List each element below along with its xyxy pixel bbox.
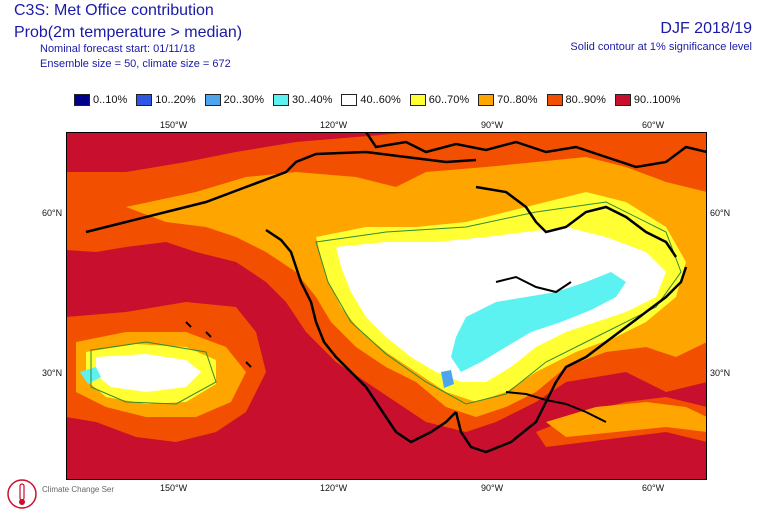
shade-70-80-atlantic — [546, 402, 707, 437]
y-tick-left: 60°N — [42, 208, 63, 218]
x-tick-top: 90°W — [481, 120, 504, 130]
legend-label: 70..80% — [497, 94, 538, 106]
legend-item: 10..20% — [136, 94, 196, 106]
coastline-hudson-bay — [475, 185, 678, 258]
x-tick-top: 150°W — [160, 120, 188, 130]
legend-item: 90..100% — [614, 94, 681, 106]
coastline-caribbean — [505, 391, 607, 423]
coastline-atlantic — [454, 266, 688, 454]
map-subtitle: Prob(2m temperature > median) — [14, 24, 243, 41]
legend-swatch — [74, 94, 90, 106]
significance-contour — [315, 201, 682, 405]
forecast-start-text: Nominal forecast start: 01/11/18 — [40, 43, 196, 55]
legend-label: 80..90% — [565, 94, 606, 106]
legend-swatch — [341, 94, 358, 106]
x-tick-bottom: 120°W — [320, 483, 348, 493]
legend-swatch — [204, 94, 221, 106]
shade-40-60-pacific — [96, 354, 201, 392]
legend-label: 30..40% — [292, 94, 333, 106]
legend-swatch — [546, 94, 563, 106]
probability-legend: 0..10% 10..20% 20..30% 30..40% 40..60% 6… — [74, 93, 689, 107]
logo-text: Climate Change Service — [42, 485, 114, 494]
legend-swatch — [614, 94, 631, 106]
x-tick-bottom: 150°W — [160, 483, 188, 493]
legend-item: 0..10% — [74, 94, 127, 106]
legend-label: 40..60% — [360, 94, 401, 106]
coastline-arctic — [85, 150, 477, 234]
legend-swatch — [273, 94, 289, 106]
coastline-islands — [364, 132, 707, 169]
y-tick-right: 60°N — [710, 208, 731, 218]
shade-30-40 — [451, 272, 626, 372]
significance-contour — [90, 341, 217, 405]
x-tick-bottom: 90°W — [481, 483, 504, 493]
map-frame — [66, 132, 707, 480]
ensemble-size-text: Ensemble size = 50, climate size = 672 — [40, 58, 231, 70]
y-tick-left: 30°N — [42, 368, 63, 378]
legend-swatch — [409, 94, 426, 106]
c3s-logo-icon: Climate Change Service — [7, 479, 129, 509]
climate-change-service-logo: Climate Change Service — [4, 474, 129, 514]
coastline-pacific — [265, 228, 457, 444]
season-label: DJF 2018/19 — [660, 20, 752, 37]
legend-label: 10..20% — [155, 94, 196, 106]
legend-item: 60..70% — [409, 94, 470, 106]
legend-item: 30..40% — [273, 94, 332, 106]
x-tick-top: 60°W — [642, 120, 665, 130]
map-title: C3S: Met Office contribution — [14, 2, 214, 19]
legend-swatch — [478, 94, 495, 106]
y-tick-right: 30°N — [710, 368, 731, 378]
legend-label: 0..10% — [93, 94, 128, 106]
shade-20-30 — [441, 370, 454, 388]
legend-swatch — [136, 94, 153, 106]
legend-item: 80..90% — [546, 94, 606, 106]
significance-note: Solid contour at 1% significance level — [570, 41, 752, 53]
legend-label: 20..30% — [223, 94, 264, 106]
legend-label: 60..70% — [428, 94, 470, 106]
coastline-great-lakes — [495, 275, 572, 294]
coastline-hawaii — [185, 321, 252, 368]
legend-label: 90..100% — [633, 94, 681, 106]
x-tick-top: 120°W — [320, 120, 348, 130]
probability-map — [66, 132, 707, 480]
legend-item: 40..60% — [341, 94, 401, 106]
legend-item: 20..30% — [204, 94, 264, 106]
legend-item: 70..80% — [478, 94, 538, 106]
x-tick-bottom: 60°W — [642, 483, 665, 493]
